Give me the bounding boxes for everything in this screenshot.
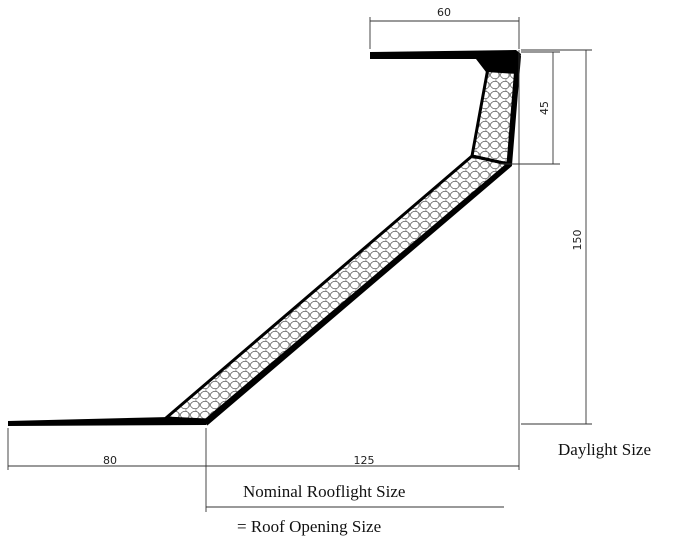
dimension-label-45: 45 xyxy=(538,101,551,115)
dimension-total-height: 150 xyxy=(521,49,592,425)
dimension-label-80: 80 xyxy=(103,454,117,467)
top-flange xyxy=(370,50,521,74)
nominal-rooflight-size-label: Nominal Rooflight Size xyxy=(243,482,405,501)
dimension-label-125: 125 xyxy=(354,454,375,467)
dimension-top-width: 60 xyxy=(369,6,520,49)
roof-opening-size-label: = Roof Opening Size xyxy=(237,517,381,536)
dimension-upstand-height: 45 xyxy=(500,51,560,165)
daylight-size-label: Daylight Size xyxy=(558,440,651,459)
dimension-label-150: 150 xyxy=(571,230,584,251)
dimension-base: 80 125 xyxy=(7,428,519,512)
base-flange xyxy=(8,417,208,426)
rooflight-profile xyxy=(8,50,521,426)
outer-skin xyxy=(204,55,521,426)
insulated-wall xyxy=(164,154,510,422)
dimension-label-60: 60 xyxy=(437,6,451,19)
